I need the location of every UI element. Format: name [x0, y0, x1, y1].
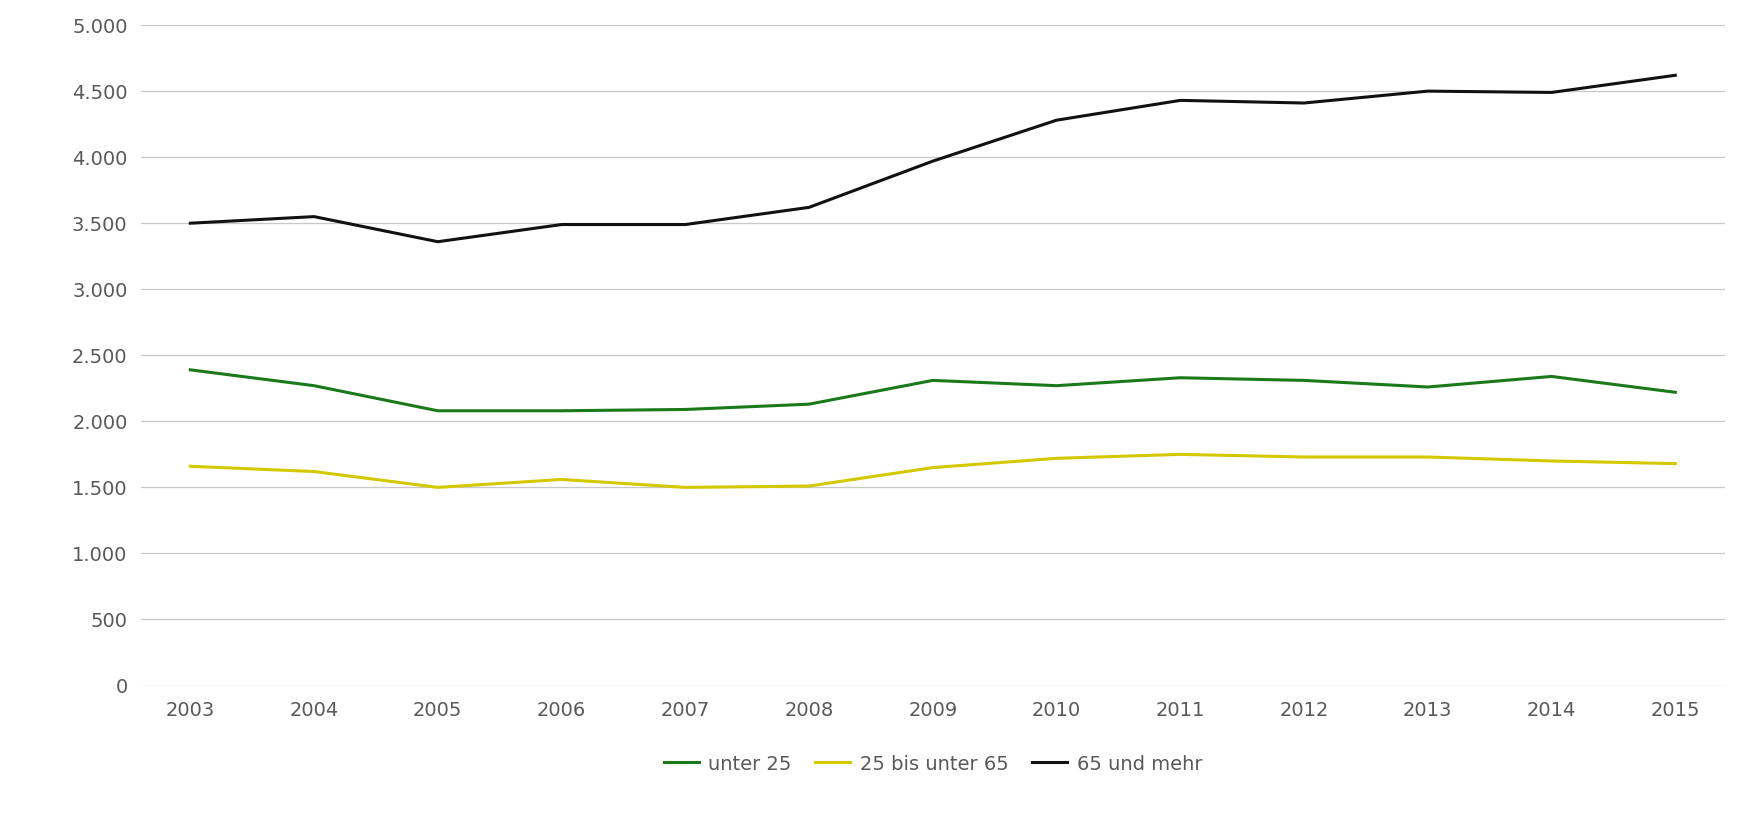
- unter 25: [1417, 382, 1438, 392]
- 25 bis unter 65: [428, 482, 449, 492]
- 25 bis unter 65: [799, 481, 820, 491]
- 25 bis unter 65: [303, 466, 324, 477]
- unter 25: [799, 399, 820, 409]
- 65 und mehr: [1170, 95, 1192, 105]
- 65 und mehr: [180, 218, 201, 228]
- Line: unter 25: unter 25: [190, 370, 1676, 410]
- unter 25: [1665, 387, 1686, 397]
- 25 bis unter 65: [922, 462, 943, 472]
- 65 und mehr: [922, 156, 943, 166]
- 25 bis unter 65: [1665, 459, 1686, 469]
- 25 bis unter 65: [1417, 452, 1438, 462]
- 25 bis unter 65: [1170, 450, 1192, 460]
- unter 25: [180, 364, 201, 375]
- 65 und mehr: [303, 212, 324, 222]
- unter 25: [1170, 373, 1192, 383]
- 65 und mehr: [1045, 115, 1067, 125]
- unter 25: [922, 375, 943, 385]
- unter 25: [1294, 375, 1315, 385]
- 65 und mehr: [1417, 86, 1438, 96]
- 65 und mehr: [1294, 98, 1315, 108]
- 25 bis unter 65: [1542, 456, 1563, 466]
- 65 und mehr: [1665, 70, 1686, 80]
- 65 und mehr: [551, 220, 572, 230]
- 25 bis unter 65: [180, 461, 201, 472]
- 65 und mehr: [428, 237, 449, 247]
- 25 bis unter 65: [551, 475, 572, 485]
- Line: 65 und mehr: 65 und mehr: [190, 75, 1676, 242]
- 65 und mehr: [1542, 88, 1563, 98]
- unter 25: [1045, 380, 1067, 390]
- unter 25: [674, 405, 695, 415]
- Legend: unter 25, 25 bis unter 65, 65 und mehr: unter 25, 25 bis unter 65, 65 und mehr: [656, 747, 1209, 782]
- unter 25: [428, 405, 449, 415]
- unter 25: [551, 405, 572, 415]
- 65 und mehr: [799, 202, 820, 212]
- 25 bis unter 65: [674, 482, 695, 492]
- Line: 25 bis unter 65: 25 bis unter 65: [190, 455, 1676, 487]
- unter 25: [303, 380, 324, 390]
- 25 bis unter 65: [1045, 453, 1067, 463]
- 25 bis unter 65: [1294, 452, 1315, 462]
- unter 25: [1542, 371, 1563, 381]
- 65 und mehr: [674, 220, 695, 230]
